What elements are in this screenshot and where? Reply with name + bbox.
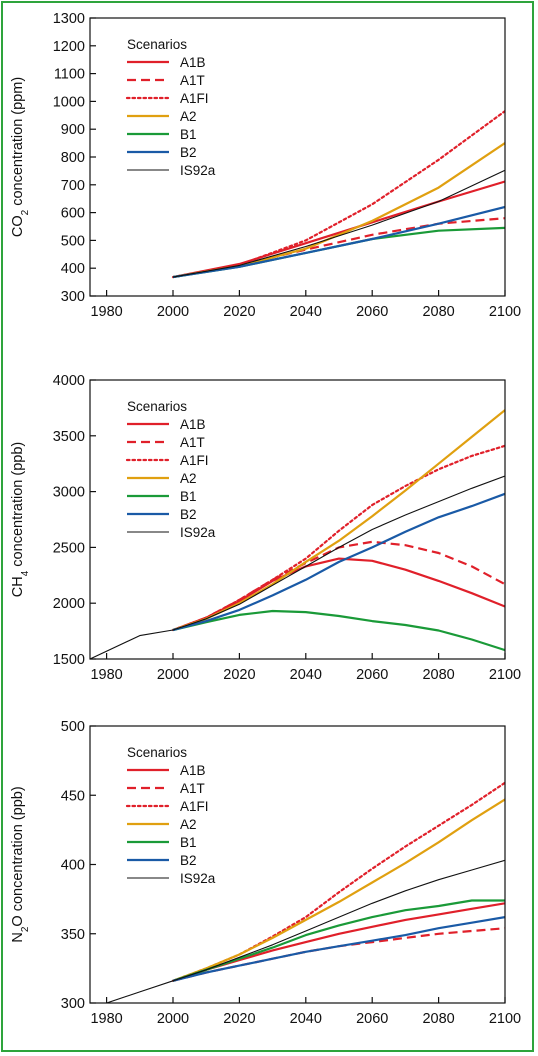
y-axis-label-part: concentration (ppb)	[10, 442, 26, 571]
x-tick-label: 2060	[356, 1011, 388, 1027]
legend-label-b1: B1	[180, 127, 197, 142]
series-line-a2	[172, 142, 505, 279]
y-axis-label-subscript: 4	[20, 570, 31, 576]
legend-label-a1fi: A1FI	[180, 91, 209, 106]
y-axis-label: CH4 concentration (ppb)	[10, 442, 31, 597]
x-tick-label: 2060	[356, 304, 388, 320]
series-line-is92a	[172, 169, 505, 278]
series-line-a2	[172, 798, 505, 982]
x-tick-label: 2000	[157, 1011, 189, 1027]
x-tick-label: 1980	[90, 304, 122, 320]
y-tick-label: 500	[61, 719, 85, 735]
legend-label-a1b: A1B	[180, 763, 206, 778]
y-axis-label-part: concentration (ppm)	[10, 77, 26, 210]
legend-label-is92a: IS92a	[180, 525, 216, 540]
y-tick-label: 1200	[53, 39, 85, 55]
y-axis-label: N2O concentration (ppb)	[10, 786, 31, 942]
y-tick-label: 600	[61, 206, 85, 222]
y-tick-label: 3500	[53, 429, 85, 445]
y-tick-label: 1500	[53, 652, 85, 668]
x-tick-label: 2100	[489, 304, 521, 320]
chart-panel-1: 1980 2000 2020 2040 2060 2080 2100 300 400 500 600…	[10, 11, 521, 320]
legend-label-a2: A2	[180, 817, 197, 832]
x-tick-label: 2100	[489, 667, 521, 683]
series-line-a1fi	[171, 781, 505, 982]
legend-label-a1t: A1T	[180, 435, 205, 450]
x-tick-label: 2000	[157, 304, 189, 320]
y-axis-label: CO2 concentration (ppm)	[10, 77, 31, 237]
legend-label-b2: B2	[180, 145, 197, 160]
y-tick-label: 500	[61, 233, 85, 249]
y-axis-label-part: N	[10, 932, 26, 942]
x-tick-label: 2020	[223, 304, 255, 320]
y-tick-label: 900	[61, 122, 85, 138]
y-tick-label: 400	[61, 858, 85, 874]
x-tick-label: 2080	[422, 304, 454, 320]
series-line-b2	[172, 492, 505, 632]
y-axis-label-part: O concentration (ppb)	[10, 786, 26, 926]
y-axis-label-part: CH	[10, 576, 26, 597]
y-tick-label: 700	[61, 178, 85, 194]
x-tick-label: 2040	[290, 304, 322, 320]
legend-title: Scenarios	[127, 37, 187, 52]
series-line-a1fi	[171, 444, 505, 632]
x-tick-label: 2060	[356, 667, 388, 683]
series-line-b1	[172, 609, 505, 652]
y-tick-label: 3000	[53, 485, 85, 501]
legend-label-b1: B1	[180, 835, 197, 850]
y-axis-label-part: CO	[10, 215, 26, 237]
legend-label-a2: A2	[180, 471, 197, 486]
y-axis-label-subscript: 2	[20, 926, 31, 932]
series-line-b2	[172, 205, 505, 279]
legend-label-a2: A2	[180, 109, 197, 124]
chart-panel-2: 1980 2000 2020 2040 2060 2080 2100 1500 2000 2500…	[10, 373, 521, 683]
legend-label-a1fi: A1FI	[180, 453, 209, 468]
legend-label-a1fi: A1FI	[180, 799, 209, 814]
x-tick-label: 1980	[90, 667, 122, 683]
series-line-b2	[172, 916, 505, 982]
legend-label-b2: B2	[180, 507, 197, 522]
legend-label-a1t: A1T	[180, 73, 205, 88]
x-tick-label: 2040	[290, 1011, 322, 1027]
series-line-a2	[172, 409, 505, 632]
x-tick-label: 2080	[422, 1011, 454, 1027]
series-line-b1	[172, 899, 505, 982]
y-tick-label: 1000	[53, 94, 85, 110]
y-tick-label: 300	[61, 996, 85, 1012]
legend-label-a1t: A1T	[180, 781, 205, 796]
plot-frame	[89, 725, 506, 1004]
legend-label-b1: B1	[180, 489, 197, 504]
x-tick-label: 2040	[290, 667, 322, 683]
series-line-is92a	[90, 475, 505, 659]
x-tick-label: 2020	[223, 1011, 255, 1027]
x-tick-label: 2020	[223, 667, 255, 683]
legend-label-a1b: A1B	[180, 55, 206, 70]
legend-label-is92a: IS92a	[180, 163, 216, 178]
y-tick-label: 350	[61, 927, 85, 943]
y-tick-label: 800	[61, 150, 85, 166]
y-tick-label: 400	[61, 261, 85, 277]
y-axis-label-subscript: 2	[20, 209, 31, 215]
legend-title: Scenarios	[127, 745, 187, 760]
y-tick-label: 4000	[53, 373, 85, 389]
x-tick-label: 1980	[90, 1011, 122, 1027]
chart-panel-3: 1980 2000 2020 2040 2060 2080 2100 300 350 400 450…	[10, 719, 521, 1027]
legend-label-a1b: A1B	[180, 417, 206, 432]
series-line-a1t	[172, 927, 505, 982]
x-tick-label: 2080	[422, 667, 454, 683]
x-tick-label: 2100	[489, 1011, 521, 1027]
x-tick-label: 2000	[157, 667, 189, 683]
y-tick-label: 1300	[53, 11, 85, 27]
y-tick-label: 1100	[54, 67, 85, 83]
y-tick-label: 450	[61, 788, 85, 804]
series-line-is92a	[106, 859, 505, 1003]
y-tick-label: 2500	[53, 540, 85, 556]
y-tick-label: 2000	[53, 596, 85, 612]
legend-label-is92a: IS92a	[180, 871, 216, 886]
plot-frame	[89, 379, 506, 660]
legend-label-b2: B2	[180, 853, 197, 868]
legend-title: Scenarios	[127, 399, 187, 414]
y-tick-label: 300	[61, 289, 85, 305]
